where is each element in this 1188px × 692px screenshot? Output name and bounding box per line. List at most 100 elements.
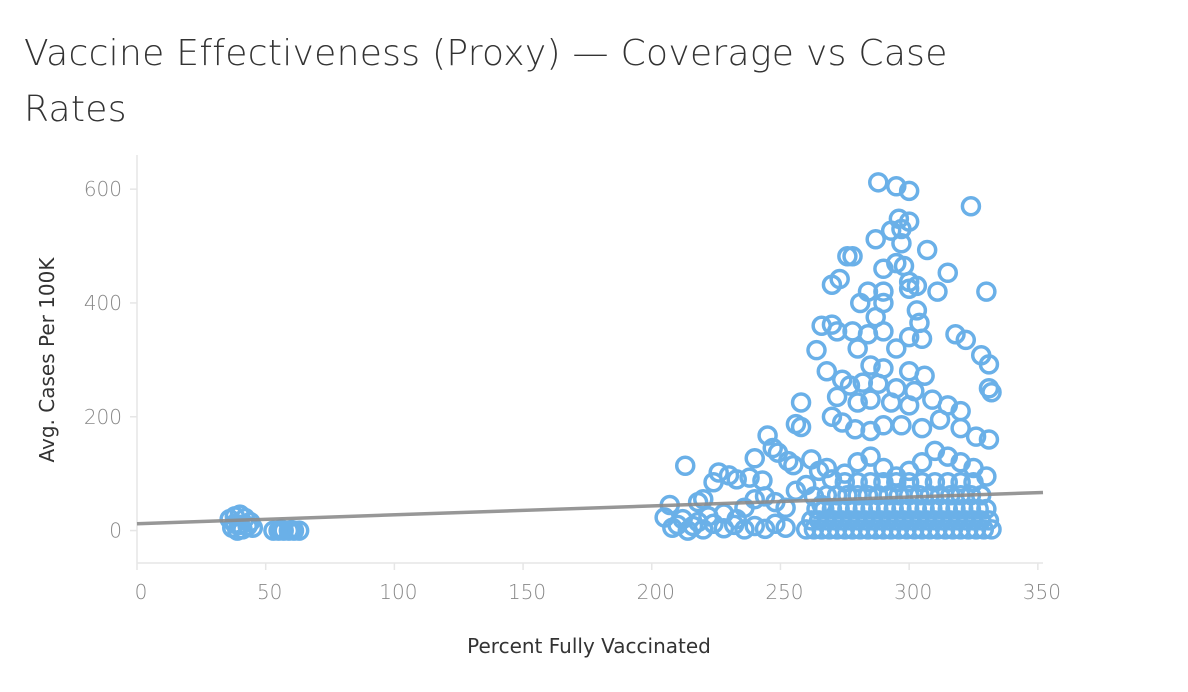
data-point	[873, 471, 894, 493]
data-point	[965, 426, 987, 447]
data-point	[860, 471, 881, 493]
trend-line-group	[136, 490, 1044, 526]
data-point	[757, 425, 778, 446]
data-point	[893, 255, 915, 277]
data-point	[978, 429, 1000, 450]
data-point	[911, 471, 933, 493]
data-point	[860, 389, 881, 410]
data-point	[860, 446, 881, 467]
axes: 0 50 100 150 200 250 300 350 0 200 400 600	[84, 155, 1061, 604]
data-point	[816, 485, 838, 506]
x-tick-label: 350	[1023, 580, 1061, 604]
data-point	[775, 517, 796, 538]
data-point	[891, 232, 912, 254]
data-point	[744, 515, 765, 537]
data-point	[868, 373, 889, 395]
y-tick-label: 600	[84, 177, 122, 201]
data-point	[960, 195, 982, 217]
data-point	[829, 268, 850, 290]
data-point	[978, 510, 1000, 531]
data-point	[839, 375, 861, 396]
data-point	[963, 471, 984, 493]
y-axis-title: Avg. Cases Per 100K	[35, 257, 59, 463]
trend-line	[136, 490, 1044, 526]
x-tick-label: 100	[379, 580, 417, 604]
data-point	[826, 386, 848, 408]
data-point	[914, 365, 935, 387]
data-point	[924, 471, 946, 493]
x-tick-label: 300	[894, 580, 932, 604]
data-point	[911, 417, 933, 439]
data-point	[847, 485, 868, 506]
y-tick-label: 0	[109, 519, 122, 543]
data-point	[981, 382, 1002, 403]
data-point	[693, 519, 714, 540]
data-point	[911, 452, 933, 473]
data-point	[790, 392, 812, 413]
data-point	[955, 329, 977, 351]
data-point	[762, 437, 783, 459]
data-point	[834, 471, 856, 493]
data-point	[847, 471, 868, 493]
data-point	[976, 281, 997, 302]
data-point	[850, 292, 871, 314]
data-point	[734, 519, 755, 540]
data-point	[847, 338, 868, 359]
data-point	[806, 339, 827, 361]
points	[219, 172, 1002, 541]
data-point	[775, 497, 796, 519]
data-point	[970, 510, 992, 531]
data-point	[674, 455, 696, 476]
data-point	[754, 486, 776, 507]
data-point	[898, 278, 920, 299]
y-tick-label: 200	[84, 405, 122, 429]
data-point	[703, 513, 724, 534]
x-tick-label: 0	[135, 580, 148, 604]
x-tick-label: 250	[765, 580, 803, 604]
data-point	[937, 262, 959, 284]
x-tick-label: 150	[508, 580, 546, 604]
data-point	[886, 338, 907, 359]
data-point	[880, 220, 902, 241]
data-point	[916, 239, 938, 261]
data-point	[886, 471, 907, 493]
data-point	[929, 409, 951, 430]
data-point	[937, 471, 959, 493]
data-point	[950, 417, 971, 439]
data-point	[860, 355, 881, 376]
x-tick-label: 50	[257, 580, 282, 604]
data-point	[898, 471, 920, 493]
data-point	[891, 415, 912, 436]
data-point	[816, 360, 838, 382]
data-point	[744, 489, 765, 510]
data-point	[911, 328, 933, 350]
data-point	[687, 491, 709, 513]
data-point	[898, 180, 920, 202]
data-point	[229, 514, 251, 536]
data-point	[790, 416, 812, 438]
data-point	[868, 172, 889, 193]
data-point	[739, 467, 760, 488]
data-point	[783, 454, 804, 476]
data-point	[837, 485, 858, 506]
data-point	[754, 518, 776, 540]
data-point	[723, 514, 745, 536]
data-point	[682, 515, 704, 537]
data-point	[726, 469, 747, 490]
data-point	[873, 321, 894, 342]
data-point	[865, 228, 886, 250]
data-point	[765, 513, 786, 534]
data-point	[945, 323, 966, 345]
data-point	[927, 281, 948, 302]
data-point	[816, 457, 838, 479]
data-point	[906, 300, 928, 321]
data-point	[847, 392, 868, 413]
y-tick-label: 400	[84, 291, 122, 315]
data-point	[857, 485, 879, 506]
data-point	[270, 519, 292, 540]
data-point	[703, 471, 724, 493]
data-point	[898, 326, 920, 348]
x-axis-title: Percent Fully Vaccinated	[467, 634, 711, 658]
data-point	[842, 246, 863, 267]
